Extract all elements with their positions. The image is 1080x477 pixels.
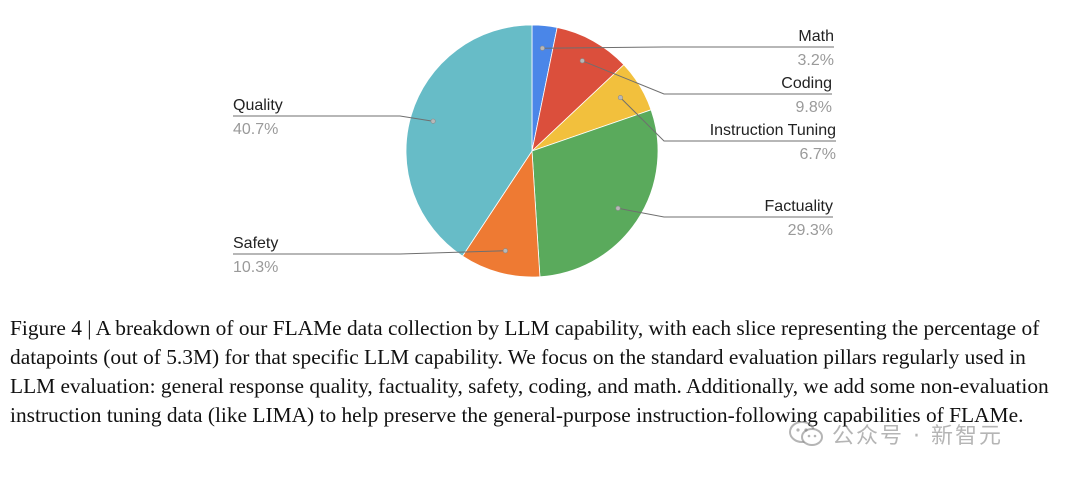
leader-dot-coding bbox=[579, 58, 585, 64]
wechat-icon bbox=[789, 421, 823, 446]
leader-dot-quality bbox=[430, 118, 436, 124]
slice-pct-coding: 9.8% bbox=[796, 99, 832, 116]
leader-line-quality bbox=[233, 115, 434, 122]
leader-line-coding bbox=[582, 60, 832, 95]
slice-label-factuality: Factuality bbox=[765, 198, 833, 215]
pie-chart-figure: Math 3.2% Coding 9.8% Instruction Tuning 6.7%… bbox=[233, 24, 836, 278]
leader-dot-safety bbox=[502, 248, 508, 254]
figure-caption: Figure 4 | A breakdown of our FLAMe data… bbox=[10, 316, 1049, 427]
slice-pct-factuality: 29.3% bbox=[788, 222, 833, 239]
slice-safety bbox=[461, 149, 541, 278]
watermark: 公众号 · 新智元 bbox=[788, 418, 1003, 450]
leader-dot-math bbox=[539, 45, 545, 51]
leader-line-math bbox=[542, 46, 834, 49]
leader-line-safety bbox=[233, 250, 506, 255]
slice-label-safety: Safety bbox=[233, 235, 278, 252]
slice-labels: Math 3.2% Coding 9.8% Instruction Tuning 6.7%… bbox=[233, 28, 836, 276]
slice-quality bbox=[405, 24, 533, 257]
slice-label-instruction-tuning: Instruction Tuning bbox=[710, 122, 836, 139]
slice-pct-math: 3.2% bbox=[798, 52, 834, 69]
slice-factuality bbox=[531, 109, 659, 278]
leader-dot-factuality bbox=[615, 205, 621, 211]
leader-dot-instruction-tuning bbox=[617, 95, 623, 101]
slice-pct-safety: 10.3% bbox=[233, 259, 278, 276]
leader-line-factuality bbox=[617, 207, 833, 218]
leader-lines bbox=[233, 45, 836, 255]
slice-label-math: Math bbox=[798, 28, 834, 45]
pie-chart: Math 3.2% Coding 9.8% Instruction Tuning 6.7%… bbox=[233, 24, 836, 278]
leader-line-instruction-tuning bbox=[620, 97, 836, 142]
slice-coding bbox=[531, 27, 625, 153]
slice-label-coding: Coding bbox=[781, 75, 832, 92]
slice-pct-quality: 40.7% bbox=[233, 121, 278, 138]
watermark-text: 公众号 · 新智元 bbox=[832, 424, 1003, 449]
slice-pct-instruction-tuning: 6.7% bbox=[800, 146, 836, 163]
pie-slices bbox=[405, 24, 659, 278]
slice-label-quality: Quality bbox=[233, 97, 283, 114]
